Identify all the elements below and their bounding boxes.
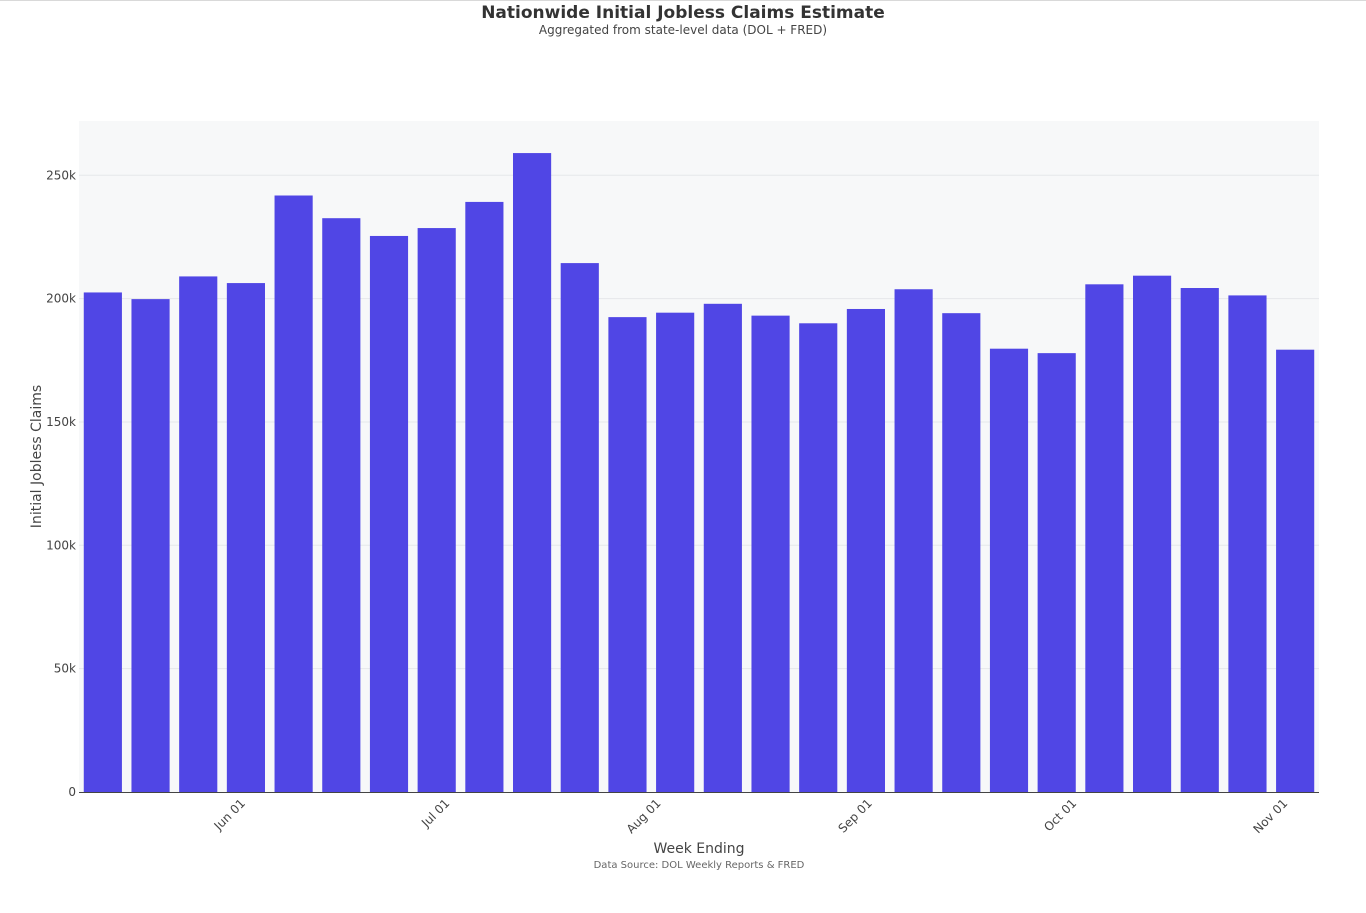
bar	[1085, 284, 1124, 792]
x-axis-title: Week Ending	[653, 841, 744, 857]
y-tick-label: 250k	[46, 168, 76, 182]
bar	[131, 299, 170, 792]
y-axis-title: Initial Jobless Claims	[29, 385, 45, 528]
top-divider	[0, 0, 1366, 1]
bar	[322, 218, 361, 793]
bar	[942, 313, 981, 792]
x-tick-label: Oct 01	[1041, 796, 1079, 834]
bar	[513, 153, 552, 793]
data-source-note: Data Source: DOL Weekly Reports & FRED	[593, 860, 805, 871]
y-tick-label: 100k	[46, 538, 76, 552]
chart-title: Nationwide Initial Jobless Claims Estima…	[481, 3, 885, 23]
bar	[656, 312, 695, 792]
bar	[274, 195, 313, 792]
bar	[1228, 295, 1267, 792]
bar	[179, 276, 218, 793]
bar	[989, 348, 1029, 792]
y-tick-label: 0	[68, 785, 76, 799]
bar	[465, 201, 504, 793]
bar	[703, 303, 742, 792]
bar	[608, 317, 647, 792]
x-tick-label: Jun 01	[211, 796, 248, 833]
bar	[560, 263, 599, 792]
bar	[846, 308, 885, 792]
x-tick-label: Aug 01	[624, 796, 664, 836]
x-tick-label: Nov 01	[1250, 796, 1290, 836]
x-axis-ticks: Jun 01 Jul 01 Aug 01 Sep 01 Oct 01 Nov 01	[211, 796, 1291, 836]
bar	[1180, 288, 1219, 792]
bar	[751, 315, 790, 792]
chart-subtitle: Aggregated from state-level data (DOL + …	[538, 23, 828, 37]
bar	[83, 292, 122, 792]
bar	[799, 323, 838, 792]
y-axis-ticks: 0 50k 100k 150k 200k 250k	[46, 168, 76, 799]
bar	[1133, 275, 1172, 792]
x-tick-label: Sep 01	[835, 796, 874, 835]
y-tick-label: 200k	[46, 292, 76, 306]
bar	[369, 235, 409, 793]
bar	[226, 283, 265, 792]
y-tick-label: 50k	[54, 662, 76, 676]
bar	[894, 289, 933, 792]
bar-series	[83, 153, 1315, 793]
bar	[1037, 353, 1076, 792]
bar	[1276, 349, 1315, 792]
bar	[417, 228, 456, 792]
y-tick-label: 150k	[46, 415, 76, 429]
x-tick-label: Jul 01	[418, 796, 452, 830]
